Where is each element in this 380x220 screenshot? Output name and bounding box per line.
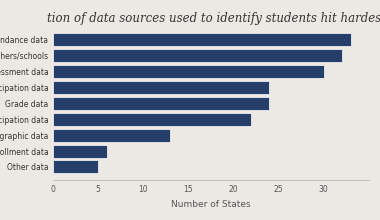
Bar [53, 49, 342, 62]
Bar [53, 160, 98, 173]
Bar [53, 33, 351, 46]
X-axis label: Number of States: Number of States [171, 200, 251, 209]
Bar [53, 113, 252, 126]
Bar [53, 65, 323, 78]
Text: tion of data sources used to identify students hit hardest by C: tion of data sources used to identify st… [47, 12, 380, 25]
Bar [53, 81, 269, 94]
Bar [53, 129, 170, 142]
Bar [53, 97, 269, 110]
Bar [53, 145, 107, 158]
